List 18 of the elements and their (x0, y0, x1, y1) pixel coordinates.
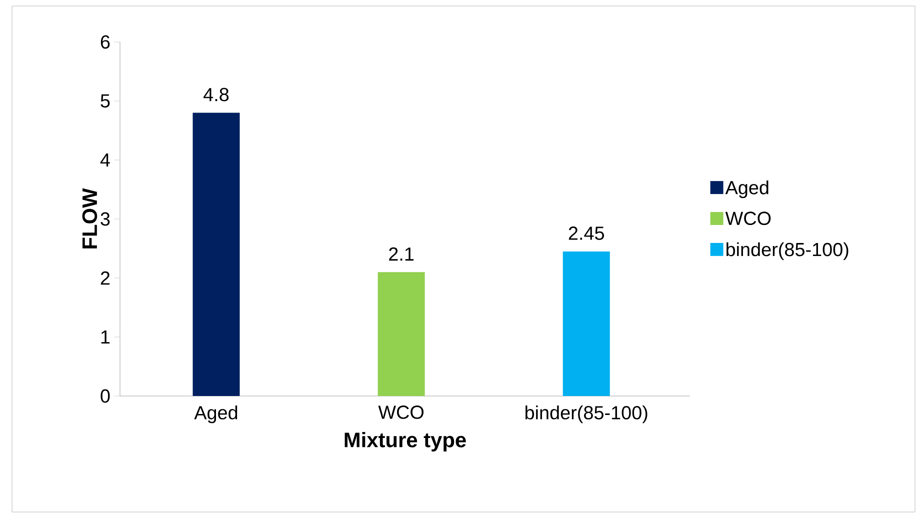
data-label: 4.8 (204, 88, 229, 102)
y-tick-label: 3 (100, 212, 110, 226)
y-tick-label: 1 (101, 330, 110, 344)
legend-label: Aged (725, 180, 768, 198)
y-axis-title: FLOW (82, 188, 98, 248)
x-tick-label: Aged (194, 406, 238, 424)
y-tick-label: 6 (100, 35, 110, 49)
legend-label: binder(85-100) (726, 242, 848, 260)
data-label: 2.1 (389, 247, 414, 261)
y-tick-label: 4 (100, 153, 110, 167)
x-axis-title: Mixture type (344, 432, 466, 452)
y-tick-label: 0 (100, 389, 110, 403)
y-tick-label: 2 (100, 271, 110, 285)
x-tick-label: binder(85-100) (526, 406, 648, 424)
y-tick-label: 5 (100, 94, 110, 108)
data-label: 2.45 (568, 226, 604, 240)
x-tick-label: WCO (378, 406, 424, 419)
legend-label: WCO (725, 212, 771, 226)
